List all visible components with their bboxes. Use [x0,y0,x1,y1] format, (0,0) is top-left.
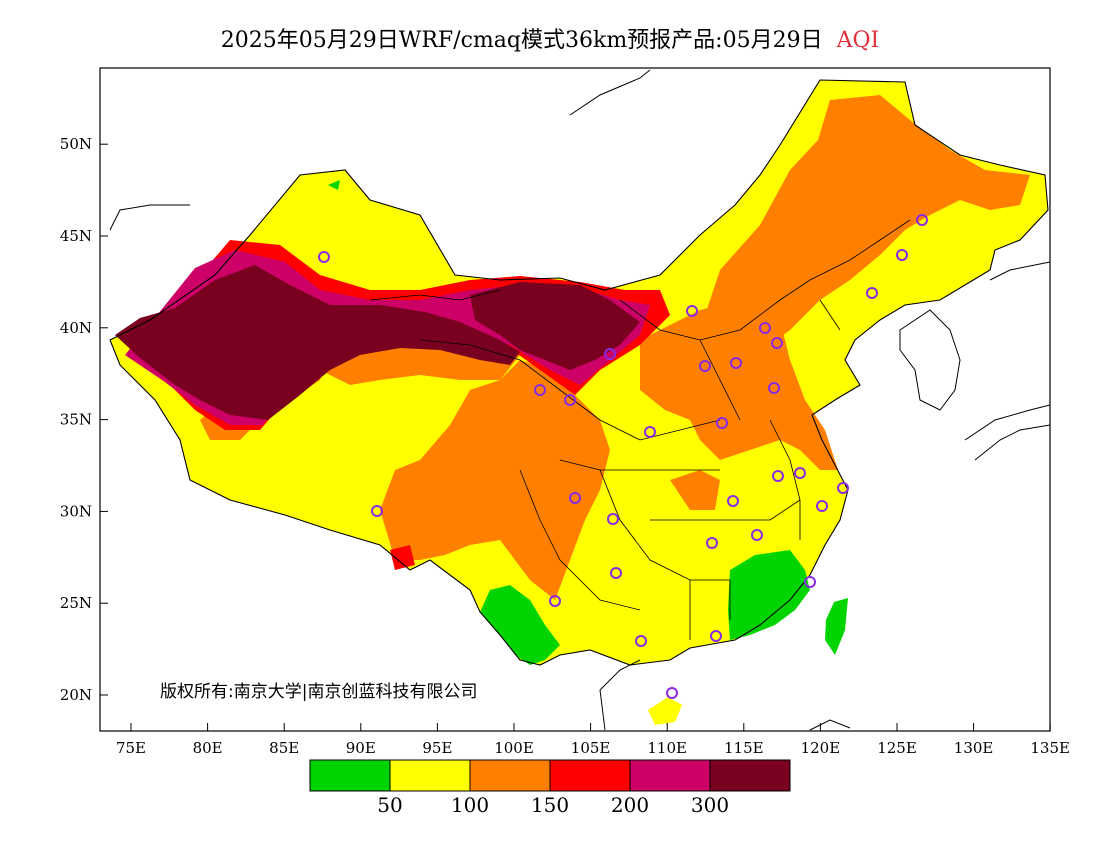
city-marker [604,348,616,360]
lon-tick-label: 110E [647,739,687,757]
city-marker [759,322,771,334]
city-marker [837,482,849,494]
city-marker [751,529,763,541]
city-marker [610,567,622,579]
lat-tick-label: 20N [60,686,92,704]
city-marker [635,635,647,647]
lon-tick-label: 125E [877,739,917,757]
city-marker [569,492,581,504]
taiwan-region [825,598,848,655]
legend-label: 100 [451,793,489,817]
city-marker [794,467,806,479]
city-marker [686,305,698,317]
copyright-text: 版权所有:南京大学|南京创蓝科技有限公司 [160,682,477,702]
legend-swatch [469,759,551,792]
city-marker [706,537,718,549]
aqi-zone-usg-northeast [700,95,1030,355]
title-main: 2025年05月29日WRF/cmaq模式36km预报产品:05月29日 [220,28,823,53]
city-marker [816,500,828,512]
city-marker [772,470,784,482]
legend-swatch [549,759,631,792]
aqi-zone-usg-north-china [640,300,838,470]
city-marker [666,687,678,699]
aqi-zone-good-xinjiang [328,180,340,190]
lat-tick-label: 45N [60,227,92,245]
city-marker [318,251,330,263]
japan-coast [964,261,1050,461]
city-marker [804,576,816,588]
longitude-axis: 75E 80E 85E 90E 95E 100E 105E 110E 115E 120E 125E 1… [116,723,1070,757]
lon-tick-label: 105E [571,739,611,757]
lon-tick-label: 115E [724,739,764,757]
lat-tick-label: 35N [60,411,92,429]
city-marker [534,384,546,396]
city-marker [699,360,711,372]
aqi-zone-usg-sichuan [670,470,720,510]
china-border [109,79,1049,666]
title-variable: AQI [836,28,880,53]
city-marker [866,287,878,299]
lon-tick-label: 85E [269,739,299,757]
lon-tick-label: 80E [193,739,223,757]
korea-coast [899,309,961,411]
legend-swatch [709,759,791,792]
legend-swatch [629,759,711,792]
city-marker [710,630,722,642]
aqi-zone-hazardous-alxa [470,282,640,370]
legend-label: 200 [611,793,649,817]
city-marker [607,513,619,525]
map-content: 版权所有:南京大学|南京创蓝科技有限公司 [109,69,1050,731]
hainan-region [648,697,682,725]
city-marker [727,495,739,507]
aqi-legend: 50 100 150 200 300 [309,759,791,817]
lat-tick-label: 30N [60,502,92,520]
city-marker [716,417,728,429]
lon-tick-label: 130E [954,739,994,757]
legend-label: 300 [691,793,729,817]
lat-tick-label: 25N [60,594,92,612]
legend-label: 50 [377,793,402,817]
city-markers [318,214,928,699]
lon-tick-label: 75E [116,739,146,757]
city-marker [771,337,783,349]
kamchatka-coast [109,69,651,231]
city-marker [730,357,742,369]
aqi-zone-good-yunnan [480,585,560,665]
aqi-zone-usg-west-central [380,360,610,600]
city-marker [768,382,780,394]
aqi-zone-good-southeast [728,550,810,640]
lon-tick-label: 95E [422,739,452,757]
aqi-zone-unhealthy-tibet [390,545,415,570]
lon-tick-label: 135E [1030,739,1070,757]
city-marker [549,595,561,607]
lon-tick-label: 100E [494,739,534,757]
lon-tick-label: 90E [346,739,376,757]
aqi-zone-hazardous-west [115,265,520,420]
lat-tick-label: 50N [60,135,92,153]
se-asia-coast [599,659,851,731]
lat-tick-label: 40N [60,319,92,337]
province-lines [369,219,911,640]
map-title: 2025年05月29日WRF/cmaq模式36km预报产品:05月29日 AQI [0,22,1100,54]
map-frame [99,67,1051,732]
city-marker [371,505,383,517]
legend-swatch [389,759,471,792]
city-marker [896,249,908,261]
city-marker [916,214,928,226]
latitude-axis: 20N 25N 30N 35N 40N 45N 50N [60,135,108,704]
city-marker [644,426,656,438]
legend-swatch [309,759,391,792]
city-marker [564,394,576,406]
lon-tick-label: 120E [801,739,841,757]
legend-label: 150 [531,793,569,817]
